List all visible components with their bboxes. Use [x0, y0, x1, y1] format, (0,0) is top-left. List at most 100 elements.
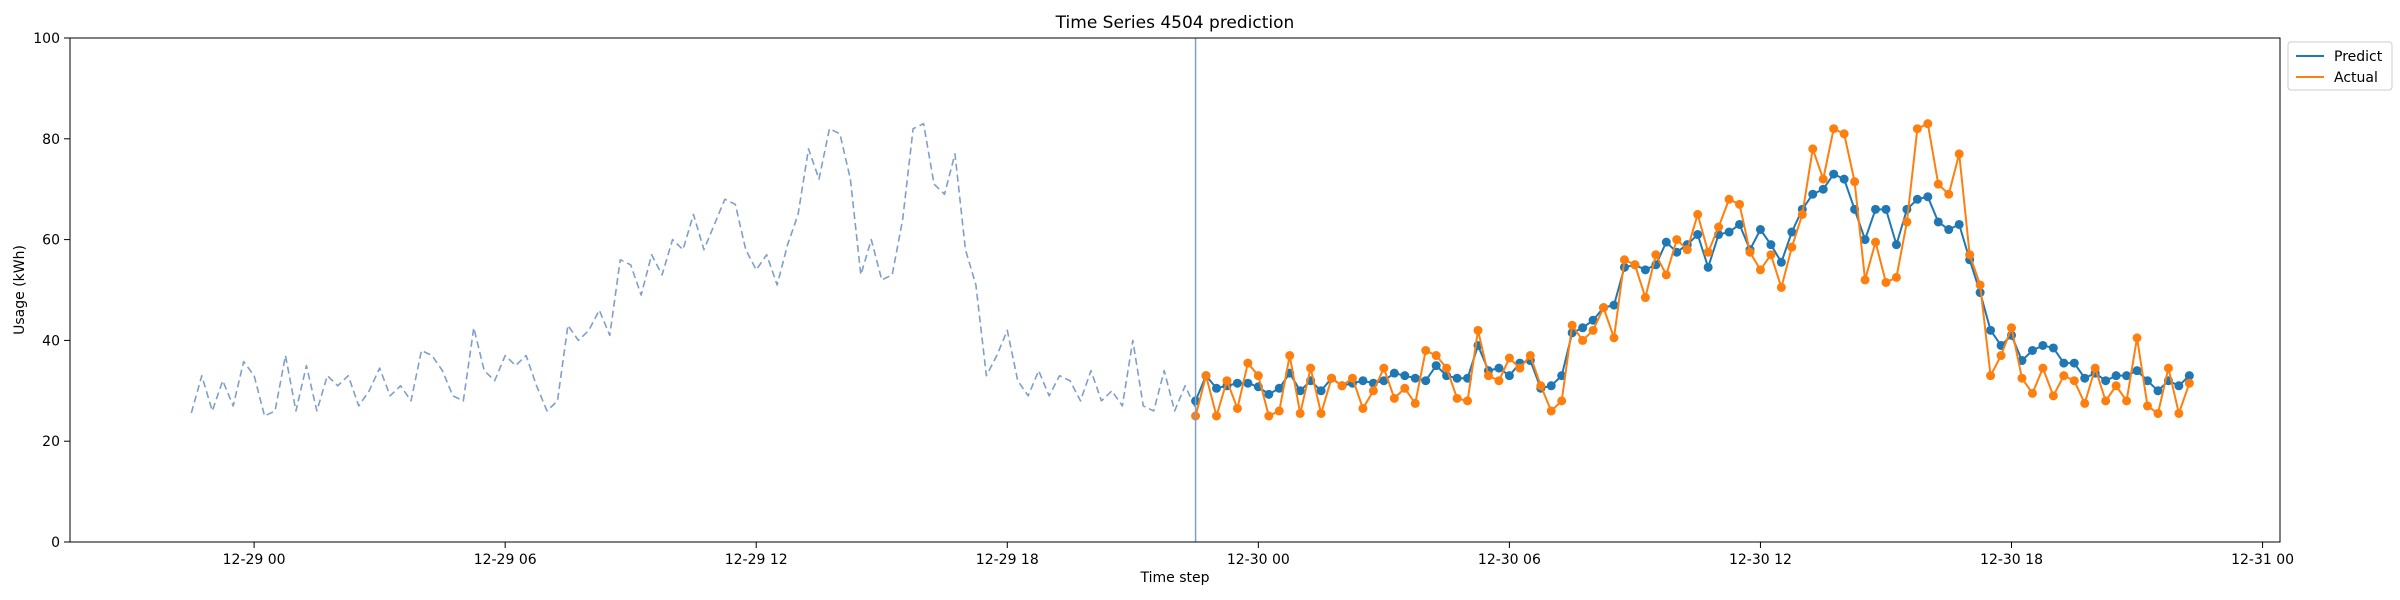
data-point-actual: [1609, 333, 1619, 343]
x-tick-label: 12-29 00: [223, 552, 286, 568]
data-point-actual: [1850, 177, 1860, 187]
data-point-actual: [1839, 129, 1849, 139]
y-tick-label: 20: [42, 434, 60, 450]
data-point-actual: [1808, 144, 1818, 154]
data-point-actual: [1986, 371, 1996, 381]
data-point-predict: [1588, 315, 1598, 325]
data-point-actual: [1337, 381, 1347, 391]
data-point-actual: [1755, 265, 1765, 275]
data-point-actual: [1368, 386, 1378, 396]
data-point-predict: [1452, 373, 1462, 383]
data-point-actual: [1264, 411, 1274, 421]
data-point-actual: [1504, 353, 1514, 363]
data-point-predict: [1316, 386, 1326, 396]
data-point-actual: [1599, 303, 1609, 313]
data-point-actual: [1515, 363, 1525, 373]
series-line-history: [190, 122, 1197, 417]
data-point-actual: [2080, 398, 2090, 408]
data-point-predict: [1661, 237, 1671, 247]
data-point-actual: [1253, 371, 1263, 381]
data-point-actual: [1421, 345, 1431, 355]
data-point-actual: [1724, 194, 1734, 204]
data-point-actual: [2027, 388, 2037, 398]
data-point-predict: [1755, 225, 1765, 235]
data-point-actual: [1358, 403, 1368, 413]
data-point-predict: [2122, 371, 2132, 381]
x-tick-label: 12-30 12: [1729, 552, 1792, 568]
data-point-actual: [1327, 373, 1337, 383]
data-point-actual: [2069, 376, 2079, 386]
data-point-predict: [1881, 204, 1891, 214]
data-point-predict: [1787, 227, 1797, 237]
data-point-actual: [1651, 250, 1661, 260]
data-point-actual: [1525, 351, 1535, 361]
data-point-actual: [1442, 363, 1452, 373]
data-point-actual: [1933, 179, 1943, 189]
data-point-actual: [1818, 174, 1828, 184]
data-point-predict: [1829, 169, 1839, 179]
data-point-actual: [1682, 245, 1692, 255]
x-tick-label: 12-29 12: [725, 552, 788, 568]
data-point-actual: [1410, 398, 1420, 408]
data-point-predict: [2101, 376, 2111, 386]
data-point-actual: [1954, 149, 1964, 159]
data-point-actual: [1306, 363, 1316, 373]
data-point-actual: [2163, 363, 2173, 373]
data-point-predict: [1860, 235, 1870, 245]
data-point-predict: [1871, 204, 1881, 214]
plot-frame: [69, 37, 2281, 543]
data-point-actual: [1389, 393, 1399, 403]
data-point-predict: [2027, 345, 2037, 355]
data-point-actual: [2174, 408, 2184, 418]
y-axis: 0 20 40 60 80 100: [33, 31, 70, 551]
y-tick-label: 100: [33, 31, 60, 47]
data-point-actual: [1243, 358, 1253, 368]
data-point-actual: [1379, 363, 1389, 373]
data-point-actual: [1619, 255, 1629, 265]
data-point-predict: [1274, 383, 1284, 393]
data-point-actual: [1630, 260, 1640, 270]
x-tick-label: 12-30 06: [1478, 552, 1541, 568]
data-point-predict: [1232, 378, 1242, 388]
data-point-predict: [1923, 192, 1933, 202]
data-point-actual: [1546, 406, 1556, 416]
data-point-predict: [2174, 381, 2184, 391]
y-tick-label: 0: [51, 535, 60, 551]
data-point-actual: [2132, 333, 2142, 343]
data-point-actual: [1965, 250, 1975, 260]
x-tick-label: 12-29 18: [976, 552, 1039, 568]
data-point-predict: [1494, 363, 1504, 373]
data-point-actual: [1201, 371, 1211, 381]
data-point-actual: [1494, 376, 1504, 386]
data-point-actual: [2038, 363, 2048, 373]
data-point-actual: [1860, 275, 1870, 285]
y-tick-label: 80: [42, 132, 60, 148]
data-point-actual: [1881, 277, 1891, 287]
data-point-actual: [1285, 351, 1295, 361]
data-point-predict: [1839, 174, 1849, 184]
data-point-predict: [1358, 376, 1368, 386]
data-point-predict: [1421, 376, 1431, 386]
data-point-predict: [2069, 358, 2079, 368]
data-point-predict: [1703, 262, 1713, 272]
data-point-predict: [1389, 368, 1399, 378]
data-point-actual: [1891, 272, 1901, 282]
data-point-predict: [1776, 257, 1786, 267]
data-point-actual: [1557, 396, 1567, 406]
data-point-actual: [1996, 351, 2006, 361]
data-point-predict: [1891, 240, 1901, 250]
data-point-actual: [1766, 250, 1776, 260]
data-point-actual: [1902, 217, 1912, 227]
data-point-predict: [1609, 300, 1619, 310]
data-point-predict: [1818, 184, 1828, 194]
y-axis-label: Usage (kWh): [12, 245, 28, 335]
data-point-actual: [2059, 371, 2069, 381]
data-point-actual: [2143, 401, 2152, 411]
data-point-actual: [1578, 335, 1588, 345]
data-point-actual: [1797, 209, 1807, 219]
series-layer: [190, 119, 2194, 421]
data-point-actual: [1745, 247, 1755, 257]
chart-title: Time Series 4504 prediction: [1055, 13, 1295, 33]
data-point-predict: [1211, 383, 1221, 393]
data-point-actual: [1536, 381, 1546, 391]
